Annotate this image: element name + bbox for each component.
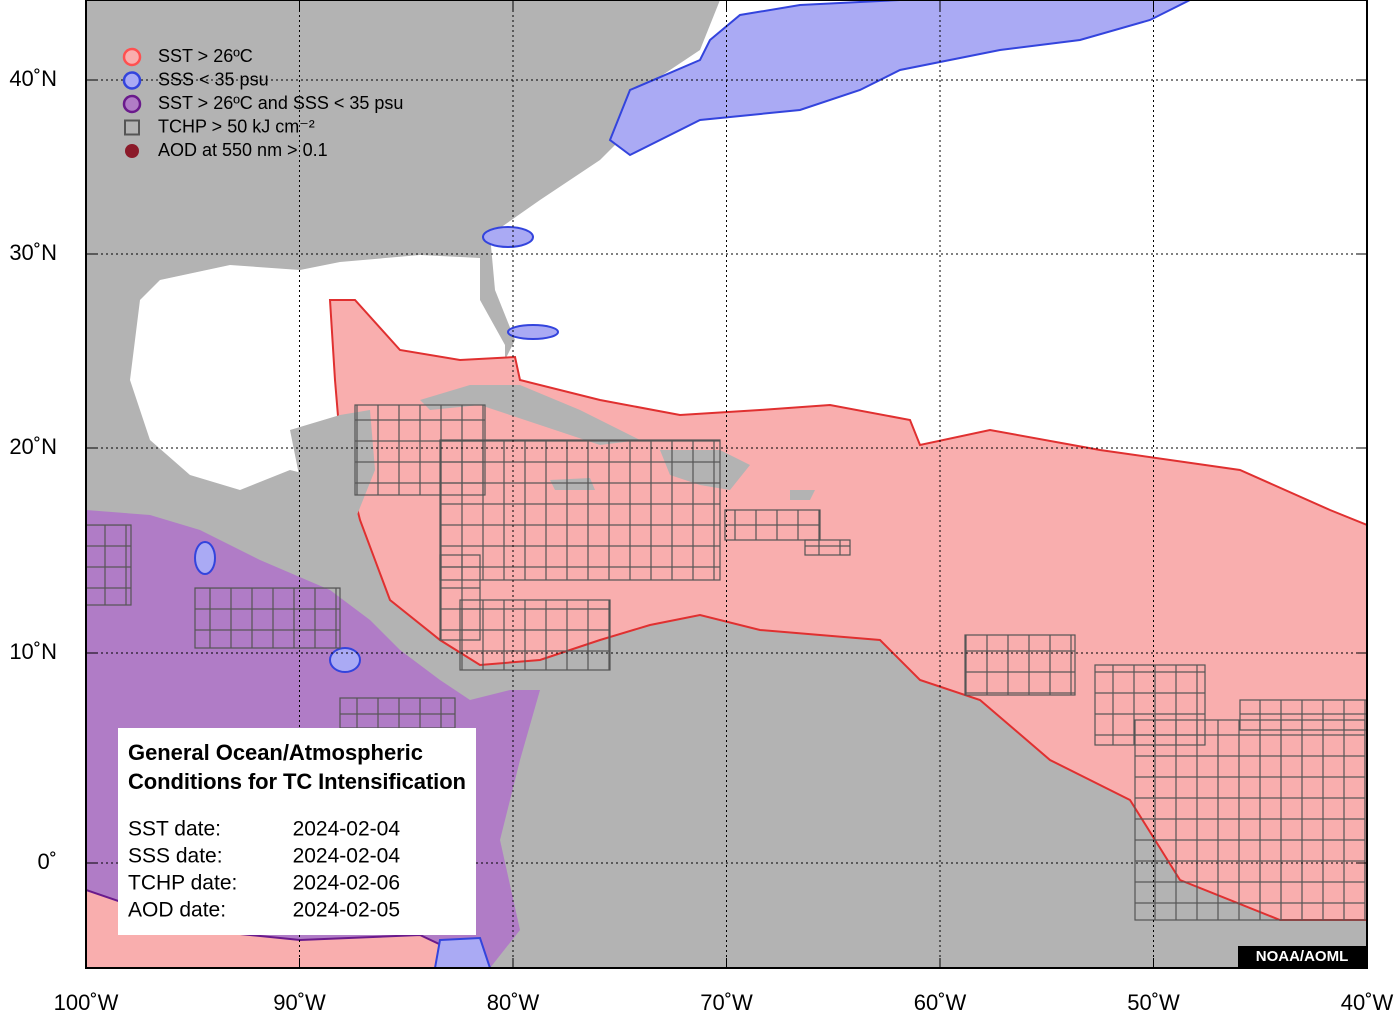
info-box	[118, 728, 476, 935]
fresh-patch	[194, 541, 216, 575]
fresh-patch	[329, 647, 361, 673]
tchp-cell-block	[439, 439, 721, 581]
tchp-cell-block	[1239, 699, 1367, 731]
legend-label: SST > 26ºC and SSS < 35 psu	[158, 93, 403, 113]
x-tick-label: 80˚W	[487, 990, 540, 1015]
date-label: AOD date:	[128, 899, 226, 922]
x-tick-label: 70˚W	[700, 990, 753, 1015]
tchp-cell-block	[339, 697, 456, 729]
legend: SST > 26ºC SSS < 35 psu SST > 26ºC and SSS…	[122, 46, 403, 160]
tchp-cell-block	[724, 509, 821, 541]
cuba	[420, 385, 640, 445]
yucatan	[290, 410, 375, 530]
info-text: General Ocean/Atmospheric Conditions for …	[128, 740, 466, 922]
fresh-patch	[608, 0, 1191, 157]
legend-symbol	[122, 94, 142, 114]
date-value: 2024-02-06	[293, 872, 400, 895]
x-tick-label: 40˚W	[1341, 990, 1394, 1015]
tchp-cell-block	[1134, 719, 1366, 921]
legend-label: SSS < 35 psu	[158, 69, 269, 89]
legend-symbol	[125, 144, 139, 158]
tchp-cell-block	[194, 587, 341, 649]
legend-symbol	[122, 71, 142, 90]
legend-symbol	[124, 119, 140, 136]
map-body	[86, 0, 1367, 968]
fresh-patch	[482, 226, 534, 248]
date-value: 2024-02-04	[293, 845, 401, 868]
tchp-cells	[86, 404, 1367, 921]
tchp-cell-block	[804, 539, 851, 556]
credit: NOAA/AOML	[1256, 948, 1349, 965]
tchp-cell-block	[964, 634, 1076, 696]
y-tick-label: 20˚N	[9, 434, 57, 459]
info-title: General Ocean/Atmospheric	[128, 740, 423, 765]
x-tick-label: 90˚W	[273, 990, 326, 1015]
legend-symbol	[122, 47, 142, 67]
fresh-patch	[433, 936, 492, 968]
legend-label: TCHP > 50 kJ cm⁻²	[158, 116, 315, 136]
x-tick-label: 50˚W	[1127, 990, 1180, 1015]
y-tick-label: 0˚	[37, 849, 57, 874]
tchp-cell-block	[86, 524, 132, 606]
axis-ticks: 100˚W 90˚W 80˚W 70˚W 60˚W 50˚W 40˚W 40˚N 30˚N 20˚…	[9, 0, 1394, 1015]
x-tick-label: 100˚W	[54, 990, 119, 1015]
info-title: Conditions for TC Intensification	[128, 769, 466, 794]
y-tick-label: 40˚N	[9, 66, 57, 91]
x-tick-label: 60˚W	[914, 990, 967, 1015]
graticule	[86, 0, 1367, 968]
date-label: TCHP date:	[128, 872, 237, 895]
date-value: 2024-02-05	[293, 899, 400, 922]
date-label: SSS date:	[128, 845, 223, 868]
y-tick-label: 30˚N	[9, 240, 57, 265]
date-value: 2024-02-04	[293, 818, 401, 841]
puerto-rico	[790, 490, 815, 500]
legend-label: AOD at 550 nm > 0.1	[158, 140, 328, 160]
date-label: SST date:	[128, 818, 221, 841]
credit-box	[1238, 946, 1366, 967]
legend-label: SST > 26ºC	[158, 46, 253, 66]
y-tick-label: 10˚N	[9, 639, 57, 664]
fresh-patch	[507, 324, 559, 340]
gulf-of-mexico	[130, 255, 505, 490]
tchp-cell-block	[459, 599, 611, 671]
